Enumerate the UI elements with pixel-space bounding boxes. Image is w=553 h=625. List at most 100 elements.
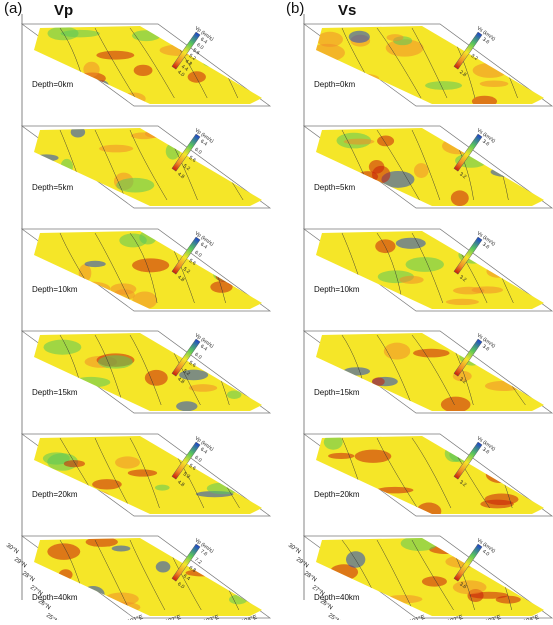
colorbar-tick-label: 4.0 [176,69,185,78]
anomaly-patch [372,400,390,411]
velocity-field [316,128,544,206]
anomaly-patch [440,396,471,411]
anomaly-patch [506,333,534,343]
anomaly-patch [188,384,218,392]
anomaly-patch [210,281,233,293]
anomaly-patch [507,128,538,142]
colorbar-tick-label: 4.8 [176,171,185,180]
latitude-tick-label: 25°N [327,613,341,620]
colorbar-tick-label: 6.4 [199,139,208,148]
fault-line [376,334,413,406]
anomaly-patch [43,339,82,355]
colorbar-tick-label: 5.2 [188,53,197,62]
anomaly-patch [354,449,392,463]
anomaly-patch [42,452,70,465]
latitude-tick-label: 28°N [21,571,35,584]
anomaly-patch [60,158,73,174]
anomaly-patch [115,456,140,469]
anomaly-patch [226,442,241,451]
anomaly-patch [80,490,110,502]
fault-line [94,539,130,611]
panel-b-depth-15: Depth=15km [314,388,360,397]
panel-b-letter: (b) [286,0,305,17]
colorbar-gradient [453,543,483,582]
colorbar-tick-label: 7.6 [199,549,208,558]
fault-line [376,27,422,99]
anomaly-patch [99,144,134,153]
latitude-tick-label: 30°N [5,543,19,556]
anomaly-patch [405,257,444,272]
anomaly-patch [47,26,79,41]
anomaly-patch [343,138,375,145]
anomaly-patch [83,61,100,78]
anomaly-patch [84,260,106,268]
colorbar: Vs (km/s)3.63.22.8 [453,25,497,78]
colorbar-tick-label: 3.2 [470,53,479,62]
fault-line [376,129,420,201]
panel-b-depth-40: Depth=40km [314,593,360,602]
panel-a-letter: (a) [4,0,23,17]
latitude-tick-label: 30°N [287,543,301,556]
panel-a-depth-10: Depth=10km [32,285,78,294]
colorbar-tick-label: 6.4 [199,447,208,456]
anomaly-patch [58,569,73,581]
anomaly-patch [453,286,485,295]
fault-line [376,539,413,611]
velocity-field [34,26,262,104]
colorbar-tick-label: 3.6 [458,581,467,590]
anomaly-patch [323,436,343,450]
anomaly-patch [480,499,514,509]
anomaly-patch [371,377,385,386]
anomaly-patch [70,128,86,138]
anomaly-patch [144,369,168,386]
latitude-tick-label: 25°N [45,613,59,620]
colorbar-tick-label: 4.8 [184,58,193,67]
anomaly-patch [213,358,233,366]
colorbar-gradient [171,133,201,172]
anomaly-patch [376,486,414,494]
colorbar-tick-label: 3.6 [481,139,490,148]
fault-line [411,129,441,201]
colorbar-tick-label: 5.2 [182,163,191,172]
anomaly-patch [413,348,450,358]
anomaly-patch [377,135,395,147]
anomaly-patch [34,154,59,162]
colorbar-tick-label: 5.6 [188,463,197,472]
colorbar-gradient [453,236,483,275]
colorbar: Vp (km/s)6.46.05.65.24.84.44.0 [171,25,215,78]
anomaly-patch [497,241,525,253]
colorbar-gradient [171,338,201,377]
anomaly-patch [506,146,541,156]
colorbar-tick-label: 5.2 [182,368,191,377]
anomaly-patch [416,502,442,514]
panel-a-depth-40: Depth=40km [32,593,78,602]
anomaly-patch [386,34,404,41]
colorbar-gradient [453,338,483,377]
fault-line [129,232,158,304]
anomaly-patch [316,43,345,62]
colorbar-tick-label: 6.8 [188,565,197,574]
depth-slice: Vs (km/s)3.63.2 [302,330,553,414]
anomaly-patch [96,50,135,60]
anomaly-patch [316,31,343,47]
anomaly-patch [395,237,426,249]
colorbar-tick-label: 4.8 [176,376,185,385]
fault-line [94,129,127,201]
anomaly-patch [511,462,540,479]
colorbar-gradient [171,543,201,582]
colorbar: Vs (km/s)3.63.2 [453,332,497,385]
anomaly-patch [111,545,131,552]
anomaly-patch [96,501,113,514]
anomaly-patch [155,561,171,573]
fault-line [129,539,166,611]
depth-slice: Vp (km/s)7.67.26.86.46.0 [20,535,272,619]
anomaly-patch [500,540,539,559]
colorbar-tick-label: 4.8 [176,479,185,488]
colorbar-tick-label: 3.2 [458,479,467,488]
fault-line [129,437,160,509]
anomaly-patch [484,380,523,392]
anomaly-patch [343,367,371,376]
anomaly-patch [493,233,533,242]
depth-slice: Vs (km/s)3.63.2 [302,433,553,517]
